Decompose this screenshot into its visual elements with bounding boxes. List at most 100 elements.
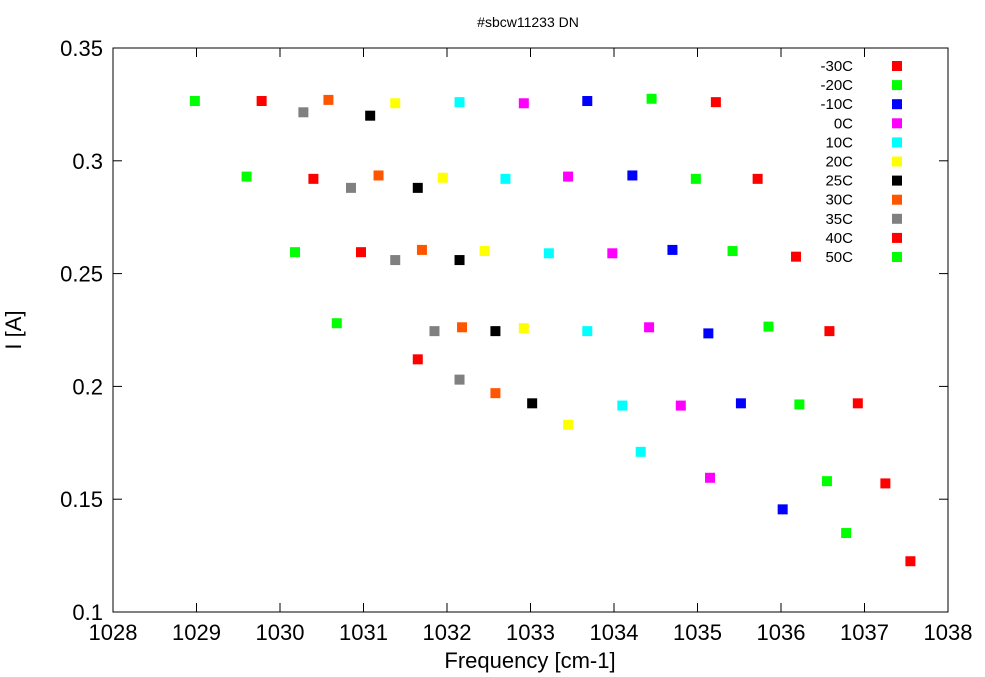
data-point <box>852 398 863 409</box>
data-point <box>690 173 701 184</box>
data-point <box>490 326 501 337</box>
data-point <box>582 96 593 107</box>
legend-label: -30C <box>820 58 853 75</box>
legend-swatch <box>892 252 902 262</box>
data-point <box>454 374 465 385</box>
data-point <box>518 323 529 334</box>
y-axis-label: I [A] <box>1 310 26 349</box>
data-point <box>189 96 200 107</box>
data-point <box>905 556 916 567</box>
legend-swatch <box>892 99 902 110</box>
x-tick-label: 1028 <box>89 620 138 645</box>
data-point <box>880 478 891 489</box>
data-point <box>308 173 319 184</box>
data-point <box>644 322 655 333</box>
legend-swatch <box>892 213 902 224</box>
series--20C <box>646 93 852 539</box>
data-point <box>454 97 465 108</box>
data-point <box>365 110 376 121</box>
series-40C <box>256 96 423 365</box>
data-point <box>635 446 646 457</box>
data-point <box>563 419 574 430</box>
data-point <box>457 322 468 333</box>
data-point <box>627 170 638 181</box>
legend-label: 50C <box>825 249 853 266</box>
series-30C <box>323 94 501 399</box>
data-point <box>490 388 501 399</box>
legend-swatch <box>892 232 902 243</box>
legend-label: 10C <box>825 134 853 151</box>
data-point <box>543 248 554 259</box>
series-35C <box>298 107 465 385</box>
series-20C <box>390 98 574 430</box>
legend-swatch <box>892 194 902 205</box>
legend-label: 40C <box>825 230 853 247</box>
data-point <box>675 400 686 411</box>
data-point <box>777 504 788 515</box>
x-tick-label: 1030 <box>256 620 305 645</box>
y-tick-label: 0.3 <box>72 149 103 174</box>
data-point <box>563 171 574 182</box>
data-point <box>416 244 427 255</box>
x-tick-label: 1029 <box>172 620 221 645</box>
data-point <box>373 170 384 181</box>
x-tick-label: 1035 <box>673 620 722 645</box>
data-point <box>331 318 342 329</box>
y-tick-label: 0.25 <box>60 262 103 287</box>
legend-swatch <box>892 118 902 129</box>
y-tick-label: 0.35 <box>60 36 103 61</box>
data-point <box>298 107 309 118</box>
legend-swatch <box>892 156 902 167</box>
legend-label: 0C <box>834 115 853 132</box>
x-tick-label: 1033 <box>506 620 555 645</box>
data-point <box>429 326 440 337</box>
legend: -30C -20C -10C 0C 10C 20C 25C 30C 35C 40C 50C <box>820 58 902 266</box>
legend-swatch <box>892 175 902 186</box>
data-point <box>841 528 852 539</box>
legend-label: 30C <box>825 192 853 209</box>
legend-label: 25C <box>825 173 853 190</box>
series-0C <box>518 98 716 483</box>
data-point <box>500 173 511 184</box>
legend-swatch <box>892 137 902 148</box>
data-point <box>727 246 738 257</box>
x-axis: 1028 1029 1030 1031 1032 1033 1034 1035 1036 1037… <box>89 48 972 645</box>
data-point <box>390 98 401 109</box>
data-point <box>527 398 538 409</box>
series-50C <box>189 96 342 329</box>
plot-frame <box>112 47 949 613</box>
data-point <box>518 98 529 109</box>
data-points <box>189 93 916 567</box>
legend-label: -20C <box>820 77 853 94</box>
data-point <box>345 182 356 193</box>
x-axis-label: Frequency [cm-1] <box>444 648 615 673</box>
y-axis: 0.1 0.15 0.2 0.25 0.3 0.35 <box>60 36 948 625</box>
x-tick-label: 1031 <box>339 620 388 645</box>
series--30C <box>710 97 916 567</box>
legend-label: 35C <box>825 211 853 228</box>
data-point <box>355 247 366 258</box>
data-point <box>824 326 835 337</box>
data-point <box>791 251 802 262</box>
x-tick-label: 1032 <box>423 620 472 645</box>
series-10C <box>454 97 646 457</box>
series--10C <box>582 96 788 515</box>
data-point <box>821 476 832 487</box>
legend-swatch <box>892 61 902 71</box>
data-point <box>412 354 423 365</box>
x-tick-label: 1036 <box>757 620 806 645</box>
series-25C <box>365 110 538 409</box>
data-point <box>412 182 423 193</box>
data-point <box>752 173 763 184</box>
legend-label: 20C <box>825 154 853 171</box>
data-point <box>290 247 301 258</box>
data-point <box>323 94 334 105</box>
chart-title: #sbcw11233 DN <box>477 14 579 30</box>
x-tick-label: 1034 <box>590 620 639 645</box>
data-point <box>710 97 721 108</box>
data-point <box>241 171 252 182</box>
data-point <box>646 93 657 104</box>
data-point <box>667 244 678 255</box>
data-point <box>794 399 805 410</box>
